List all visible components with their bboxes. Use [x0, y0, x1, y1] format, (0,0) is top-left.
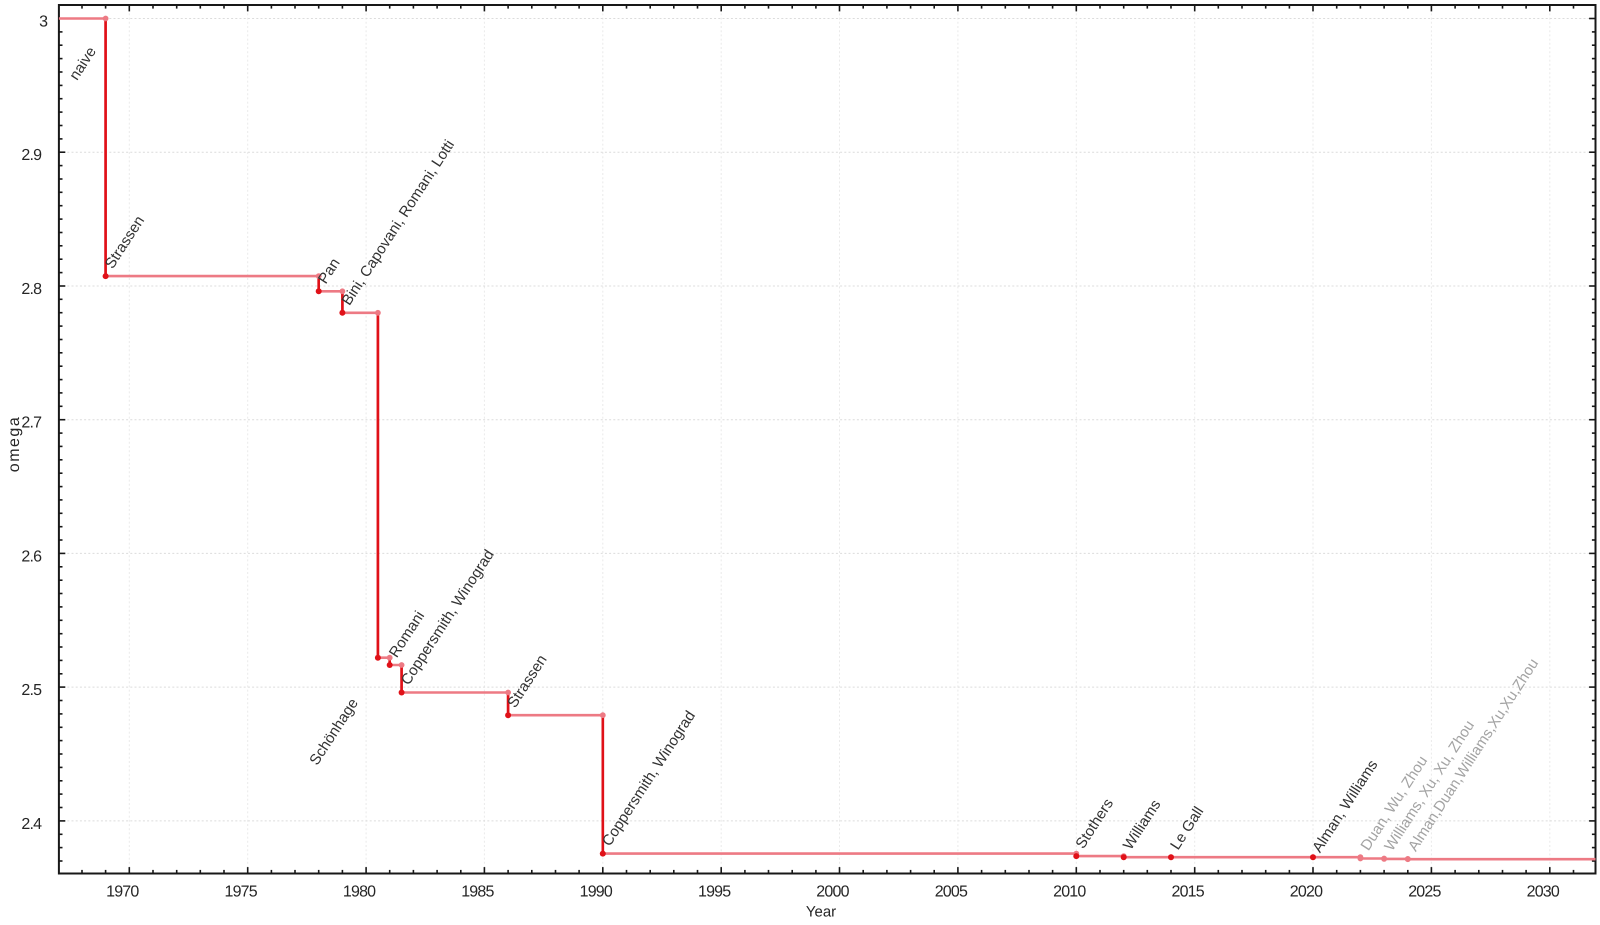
- svg-text:2.7: 2.7: [21, 415, 42, 432]
- svg-text:1975: 1975: [224, 884, 257, 901]
- svg-text:1970: 1970: [106, 884, 139, 901]
- svg-text:2.9: 2.9: [21, 147, 42, 164]
- svg-text:3: 3: [39, 14, 48, 31]
- svg-text:2025: 2025: [1408, 884, 1441, 901]
- svg-text:2.6: 2.6: [21, 548, 42, 565]
- svg-text:2015: 2015: [1171, 884, 1204, 901]
- svg-text:2.5: 2.5: [21, 682, 42, 699]
- svg-text:Year: Year: [806, 904, 836, 921]
- svg-text:2030: 2030: [1527, 884, 1560, 901]
- svg-text:2.4: 2.4: [21, 816, 42, 833]
- svg-text:2010: 2010: [1053, 884, 1086, 901]
- svg-text:2020: 2020: [1290, 884, 1323, 901]
- svg-text:1980: 1980: [343, 884, 376, 901]
- svg-text:1990: 1990: [580, 884, 613, 901]
- svg-text:2.8: 2.8: [21, 281, 42, 298]
- svg-text:1985: 1985: [461, 884, 494, 901]
- svg-text:1995: 1995: [698, 884, 731, 901]
- svg-text:2005: 2005: [935, 884, 968, 901]
- svg-text:2000: 2000: [816, 884, 849, 901]
- svg-text:omega: omega: [6, 416, 23, 472]
